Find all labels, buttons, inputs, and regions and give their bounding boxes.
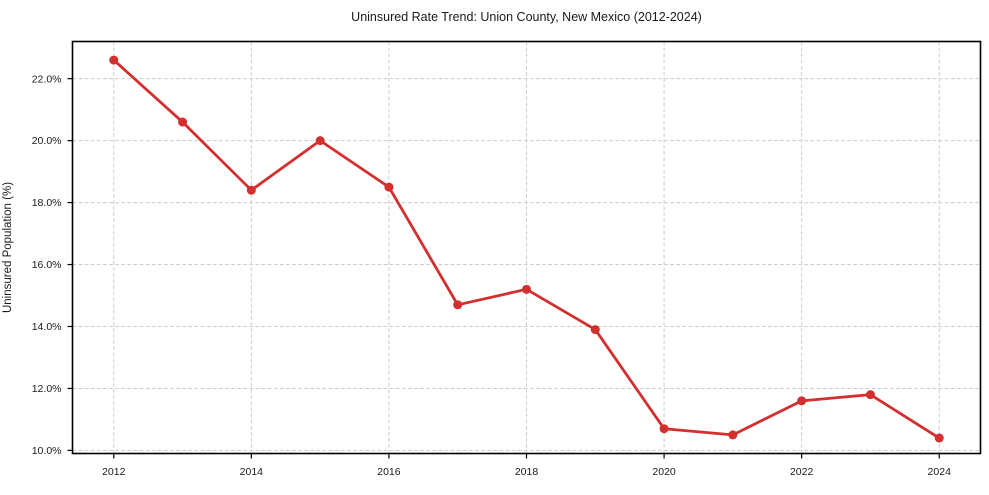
data-point (178, 117, 188, 127)
data-point (384, 182, 394, 192)
x-tick-label: 2024 (928, 466, 952, 478)
x-tick-label: 2014 (240, 466, 264, 478)
x-tick-label: 2018 (515, 466, 539, 478)
data-point (246, 185, 256, 195)
y-axis-label: Uninsured Population (%) (2, 182, 14, 313)
data-point (453, 300, 463, 310)
data-series-layer (109, 55, 944, 443)
y-tick-label: 12.0% (32, 383, 62, 395)
x-tick-label: 2020 (652, 466, 676, 478)
data-point (109, 55, 119, 65)
y-tick-label: 10.0% (32, 445, 62, 457)
grid-layer (72, 41, 981, 454)
data-point (728, 430, 738, 440)
x-tick-label: 2016 (377, 466, 401, 478)
data-point (590, 325, 600, 335)
y-tick-label: 16.0% (32, 259, 62, 271)
y-tick-label: 22.0% (32, 73, 62, 85)
y-tick-label: 18.0% (32, 197, 62, 209)
plot-border (71, 40, 982, 455)
data-point (522, 284, 531, 294)
x-tick-label: 2012 (102, 466, 126, 478)
y-tick-label: 20.0% (32, 135, 62, 147)
chart-title: Uninsured Rate Trend: Union County, New … (351, 10, 702, 24)
data-point (315, 136, 325, 146)
data-point (659, 424, 669, 434)
data-point (934, 433, 944, 443)
data-point (865, 390, 875, 400)
x-tick-label: 2022 (790, 466, 814, 478)
data-point (797, 396, 807, 406)
axis-layer: 2012 2014 2016 2018 2020 2022 2024 10.0% 12.0% 14… (32, 73, 951, 478)
y-tick-label: 14.0% (32, 321, 62, 333)
